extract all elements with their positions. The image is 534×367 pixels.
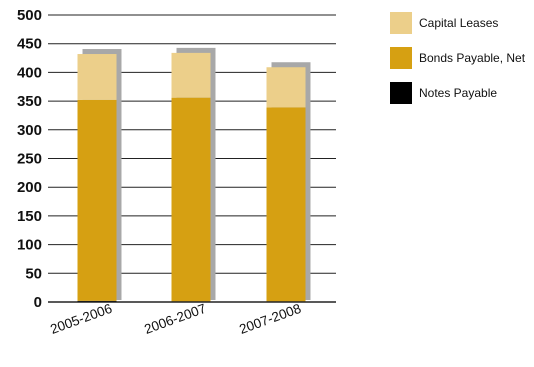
bar-segment-capital-leases [266,67,306,108]
y-tick-label: 500 [17,7,42,24]
y-tick-label: 450 [17,36,42,53]
legend-label: Capital Leases [419,16,498,30]
bars [77,47,311,302]
legend-item: Notes Payable [390,82,497,104]
x-tick-label: 2007-2008 [237,301,303,337]
x-tick-label: 2005-2006 [48,301,114,337]
legend-swatch [390,82,412,104]
bar-segment-bonds-payable-net [171,97,211,302]
bar-segment-capital-leases [171,52,211,98]
y-tick-label: 150 [17,208,42,225]
bar-segment-capital-leases [77,54,117,100]
legend-label: Notes Payable [419,86,497,100]
bar-segment-bonds-payable-net [266,107,306,302]
y-tick-label: 400 [17,64,42,81]
bar-segment-bonds-payable-net [77,99,117,301]
y-axis-ticks: 0 50 100 150 200 250 300 350 400 450 500 [17,7,42,311]
bar-stack-2005-2006 [77,49,122,302]
x-tick-label: 2006-2007 [142,301,208,337]
legend-item: Bonds Payable, Net [390,47,526,69]
bar-stack-2007-2008 [266,62,311,302]
bar-stack-2006-2007 [171,47,216,302]
y-tick-label: 250 [17,151,42,168]
y-tick-label: 300 [17,122,42,139]
y-tick-label: 200 [17,179,42,196]
legend-item: Capital Leases [390,12,498,34]
x-axis-ticks: 2005-2006 2006-2007 2007-2008 [48,301,303,337]
y-tick-label: 50 [25,265,42,282]
legend: Capital Leases Bonds Payable, Net Notes Pa… [390,12,526,104]
y-tick-label: 0 [34,294,42,311]
y-tick-label: 350 [17,93,42,110]
legend-swatch [390,47,412,69]
y-tick-label: 100 [17,237,42,254]
legend-swatch [390,12,412,34]
legend-label: Bonds Payable, Net [419,51,526,65]
